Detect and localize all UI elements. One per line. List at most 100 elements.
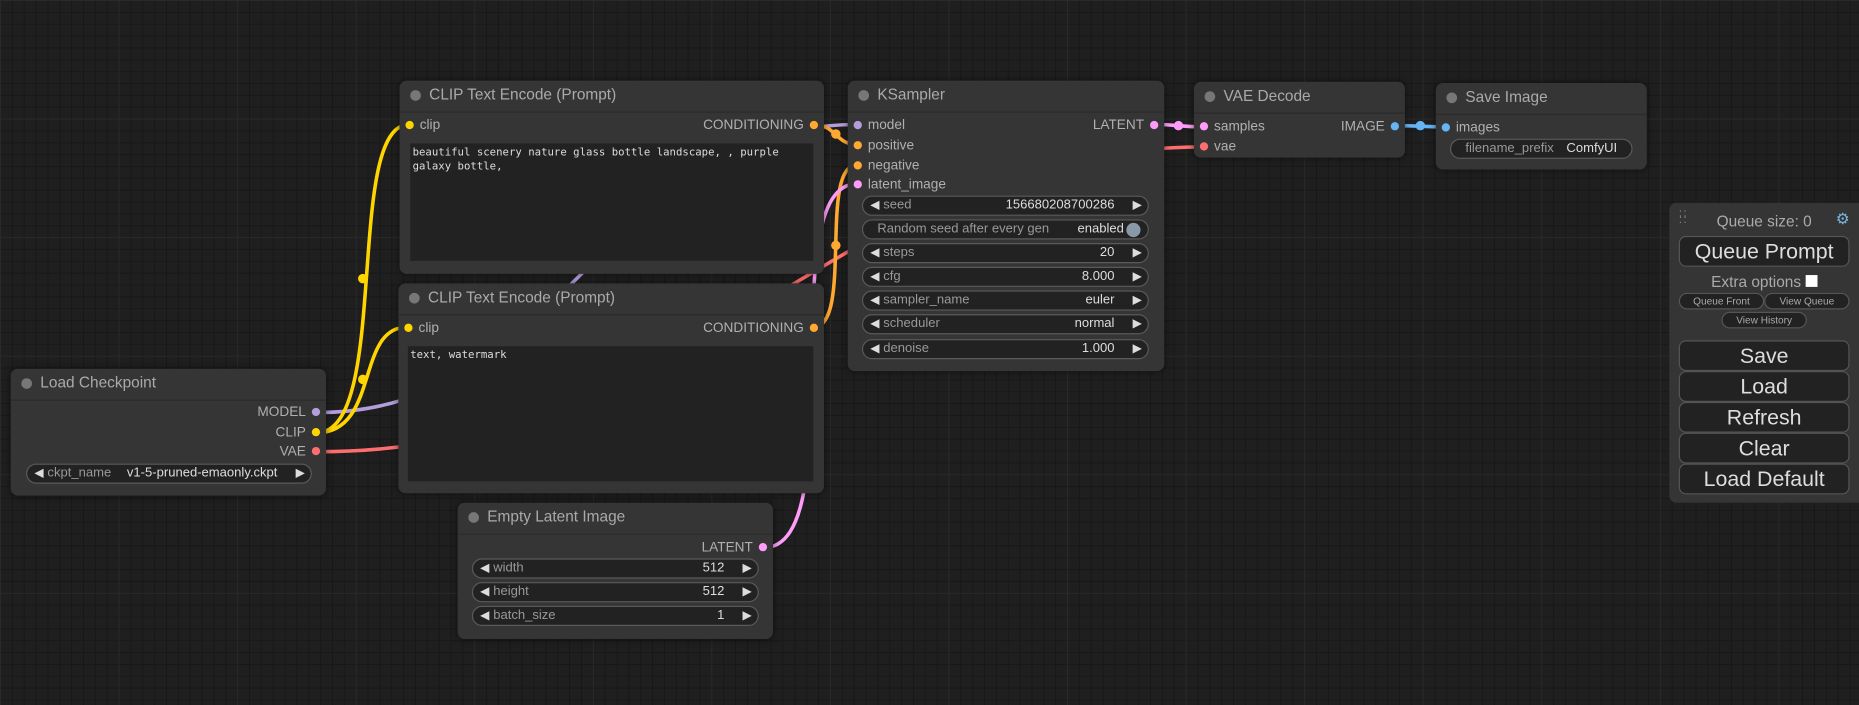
clear-button[interactable]: Clear xyxy=(1678,432,1850,464)
arrow-left-icon[interactable]: ◀ xyxy=(480,585,490,599)
arrow-right-icon[interactable]: ▶ xyxy=(1132,317,1142,331)
arrow-right-icon[interactable]: ▶ xyxy=(742,609,752,623)
widget-steps[interactable]: ◀ steps 20 ▶ xyxy=(861,243,1149,264)
slot-dot-icon[interactable] xyxy=(809,323,819,332)
output-conditioning[interactable]: CONDITIONING xyxy=(703,320,824,337)
node-title[interactable]: Empty Latent Image xyxy=(457,503,774,535)
slot-dot-icon[interactable] xyxy=(1199,122,1209,131)
arrow-right-icon[interactable]: ▶ xyxy=(295,467,305,481)
arrow-left-icon[interactable]: ◀ xyxy=(870,246,880,260)
settings-gear-icon[interactable]: ⚙ xyxy=(1835,209,1850,228)
arrow-right-icon[interactable]: ▶ xyxy=(1132,246,1142,260)
node-vae-decode[interactable]: VAE Decode samples vae IMAGE xyxy=(1193,81,1405,158)
slot-dot-icon[interactable] xyxy=(1390,122,1399,131)
input-latent-image[interactable]: latent_image xyxy=(848,177,946,194)
prompt-textarea[interactable]: text, watermark xyxy=(407,346,814,482)
output-image[interactable]: IMAGE xyxy=(1341,119,1405,136)
widget-width[interactable]: ◀ width 512 ▶ xyxy=(471,558,759,579)
arrow-left-icon[interactable]: ◀ xyxy=(870,270,880,284)
arrow-left-icon[interactable]: ◀ xyxy=(870,342,880,356)
widget-filename-prefix[interactable]: filename_prefix ComfyUI xyxy=(1449,138,1633,159)
node-clip-text-encode-positive[interactable]: CLIP Text Encode (Prompt) clip CONDITION… xyxy=(399,80,824,274)
slot-dot-icon[interactable] xyxy=(853,120,862,130)
slot-dot-icon[interactable] xyxy=(853,141,862,150)
input-negative[interactable]: negative xyxy=(848,158,919,175)
slot-dot-icon[interactable] xyxy=(758,543,768,552)
refresh-button[interactable]: Refresh xyxy=(1678,401,1850,433)
collapse-dot-icon[interactable] xyxy=(1204,91,1216,102)
view-history-button[interactable]: View History xyxy=(1721,311,1807,329)
node-clip-text-encode-negative[interactable]: CLIP Text Encode (Prompt) clip CONDITION… xyxy=(398,283,824,494)
node-title[interactable]: VAE Decode xyxy=(1193,82,1405,114)
slot-dot-icon[interactable] xyxy=(1199,142,1209,151)
output-clip[interactable]: CLIP xyxy=(276,424,326,441)
arrow-left-icon[interactable]: ◀ xyxy=(480,609,490,623)
queue-prompt-button[interactable]: Queue Prompt xyxy=(1678,235,1850,267)
input-model[interactable]: model xyxy=(848,117,905,134)
arrow-left-icon[interactable]: ◀ xyxy=(870,317,880,331)
load-default-button[interactable]: Load Default xyxy=(1678,463,1850,495)
prompt-textarea[interactable]: beautiful scenery nature glass bottle la… xyxy=(410,143,814,261)
input-samples[interactable]: samples xyxy=(1194,119,1265,136)
node-title[interactable]: KSampler xyxy=(847,81,1165,113)
widget-sampler-name[interactable]: ◀ sampler_name euler ▶ xyxy=(861,290,1149,311)
input-clip[interactable]: clip xyxy=(398,320,439,337)
collapse-dot-icon[interactable] xyxy=(858,90,870,101)
queue-front-button[interactable]: Queue Front xyxy=(1678,292,1765,310)
node-title[interactable]: Save Image xyxy=(1435,83,1647,116)
slot-dot-icon[interactable] xyxy=(311,407,321,417)
node-title[interactable]: CLIP Text Encode (Prompt) xyxy=(398,283,824,316)
collapse-dot-icon[interactable] xyxy=(468,512,479,523)
arrow-left-icon[interactable]: ◀ xyxy=(870,199,880,213)
slot-dot-icon[interactable] xyxy=(1441,123,1450,132)
collapse-dot-icon[interactable] xyxy=(1446,92,1458,104)
arrow-right-icon[interactable]: ▶ xyxy=(1132,342,1142,356)
save-button[interactable]: Save xyxy=(1678,340,1850,372)
arrow-left-icon[interactable]: ◀ xyxy=(34,467,44,481)
arrow-left-icon[interactable]: ◀ xyxy=(480,561,490,576)
widget-ckpt-name[interactable]: ◀ ckpt_name v1-5-pruned-emaonly.ckpt ▶ xyxy=(26,463,312,484)
view-queue-button[interactable]: View Queue xyxy=(1764,292,1850,310)
slot-dot-icon[interactable] xyxy=(311,446,321,456)
collapse-dot-icon[interactable] xyxy=(410,90,421,101)
slot-dot-icon[interactable] xyxy=(1150,120,1159,130)
drag-handle-icon[interactable]: ⁚⁚ ⁚⁚ xyxy=(1678,208,1688,226)
extra-options-checkbox[interactable] xyxy=(1805,275,1818,287)
slot-dot-icon[interactable] xyxy=(809,120,819,130)
arrow-right-icon[interactable]: ▶ xyxy=(1132,270,1142,284)
slot-dot-icon[interactable] xyxy=(853,161,862,170)
input-positive[interactable]: positive xyxy=(848,138,914,155)
widget-batch-size[interactable]: ◀ batch_size 1 ▶ xyxy=(471,605,759,626)
load-button[interactable]: Load xyxy=(1678,371,1850,402)
node-title[interactable]: Load Checkpoint xyxy=(10,369,327,401)
node-load-checkpoint[interactable]: Load Checkpoint MODEL CLIP VAE ◀ ckpt_nam… xyxy=(10,368,327,496)
toggle-knob-icon[interactable] xyxy=(1126,222,1141,238)
output-latent[interactable]: LATENT xyxy=(1093,117,1164,134)
toggle-random-seed[interactable]: Random seed after every gen enabled xyxy=(861,219,1149,240)
widget-height[interactable]: ◀ height 512 ▶ xyxy=(471,582,759,603)
output-conditioning[interactable]: CONDITIONING xyxy=(703,117,824,134)
node-save-image[interactable]: Save Image images filename_prefix ComfyUI xyxy=(1435,82,1647,170)
arrow-right-icon[interactable]: ▶ xyxy=(1132,199,1142,213)
slot-dot-icon[interactable] xyxy=(311,427,321,437)
node-title[interactable]: CLIP Text Encode (Prompt) xyxy=(399,81,824,113)
output-model[interactable]: MODEL xyxy=(257,404,326,421)
arrow-left-icon[interactable]: ◀ xyxy=(870,294,880,308)
collapse-dot-icon[interactable] xyxy=(21,378,33,389)
slot-dot-icon[interactable] xyxy=(404,323,413,332)
widget-cfg[interactable]: ◀ cfg 8.000 ▶ xyxy=(861,266,1149,287)
widget-seed[interactable]: ◀ seed 156680208700286 ▶ xyxy=(861,195,1149,216)
input-images[interactable]: images xyxy=(1436,120,1500,137)
input-vae[interactable]: vae xyxy=(1194,139,1236,156)
node-empty-latent-image[interactable]: Empty Latent Image LATENT ◀ width 512 ▶ ◀ he… xyxy=(457,502,774,640)
output-latent[interactable]: LATENT xyxy=(702,539,773,556)
input-clip[interactable]: clip xyxy=(400,117,440,134)
slot-dot-icon[interactable] xyxy=(405,120,414,130)
arrow-right-icon[interactable]: ▶ xyxy=(742,585,752,599)
collapse-dot-icon[interactable] xyxy=(409,292,420,304)
arrow-right-icon[interactable]: ▶ xyxy=(1132,294,1142,308)
node-ksampler[interactable]: KSampler model positive negative latent_… xyxy=(847,80,1165,372)
arrow-right-icon[interactable]: ▶ xyxy=(742,561,752,576)
output-vae[interactable]: VAE xyxy=(280,443,326,460)
slot-dot-icon[interactable] xyxy=(853,180,862,189)
